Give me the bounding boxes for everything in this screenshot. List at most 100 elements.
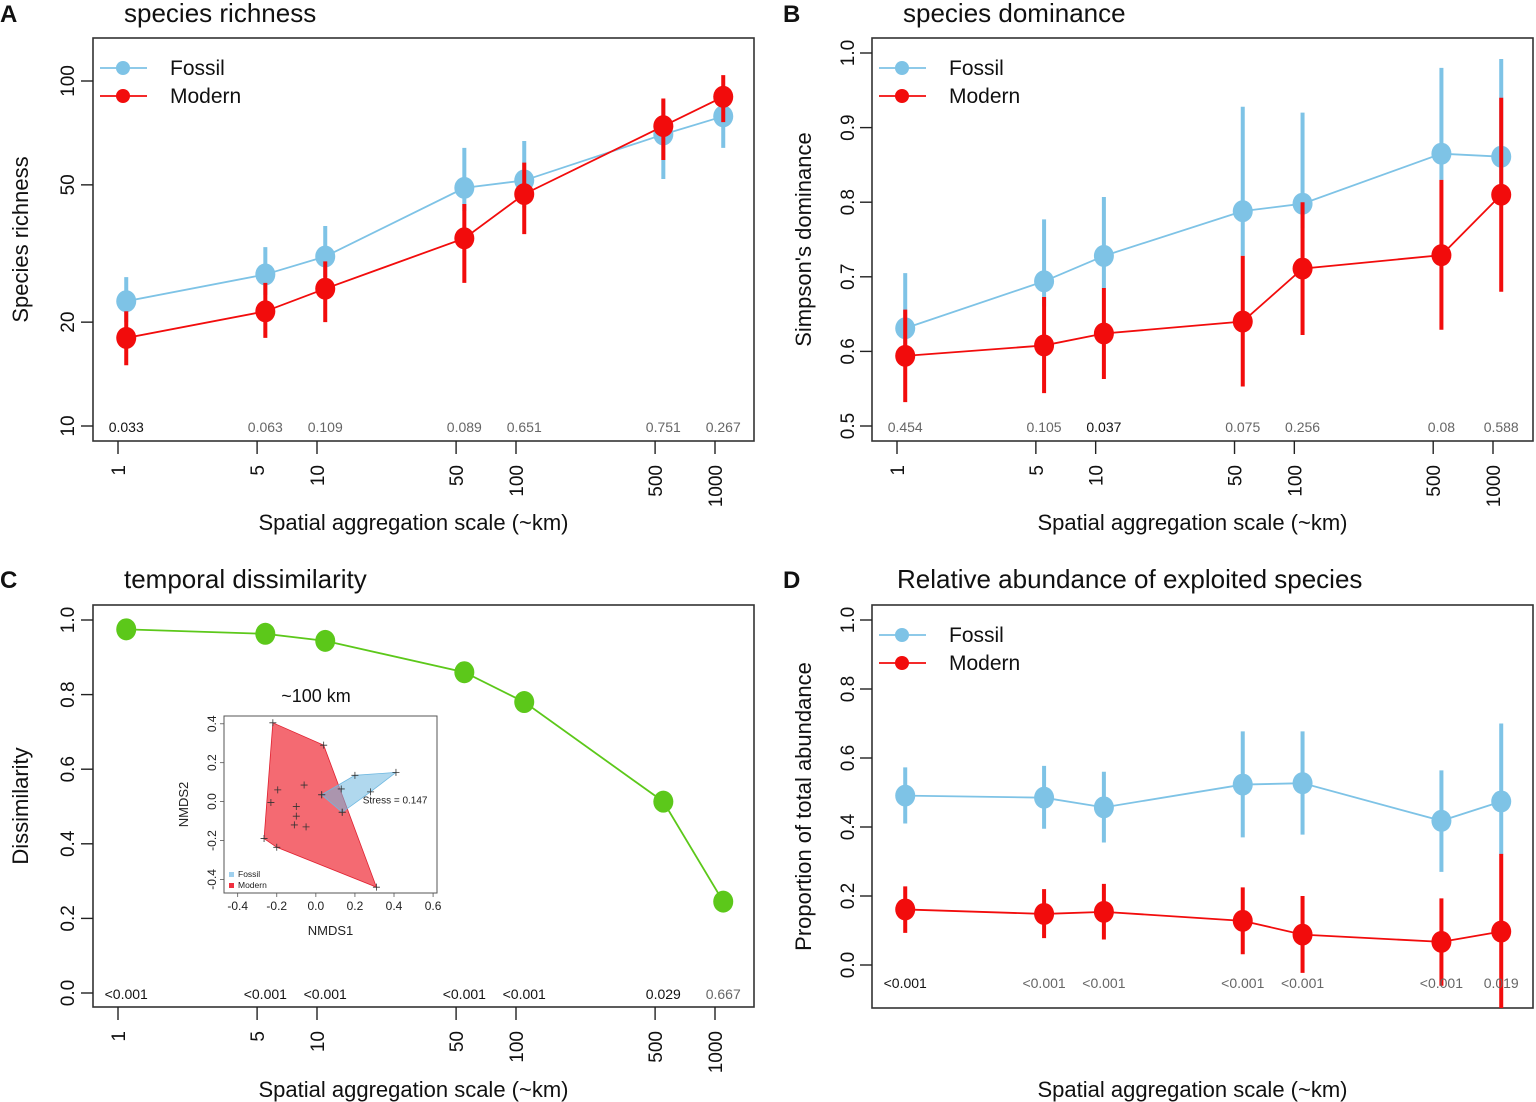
data-point xyxy=(255,263,276,286)
inset-legend-label: Fossil xyxy=(238,869,260,879)
legend-swatch-point xyxy=(895,628,909,642)
y-tick-label: 0.2 xyxy=(58,905,79,931)
x-tick-label: 1000 xyxy=(706,465,727,507)
inset-x-label: NMDS1 xyxy=(308,923,354,938)
y-tick-label: 0.8 xyxy=(838,189,859,215)
series-modern xyxy=(116,75,734,366)
legend-swatch-point xyxy=(895,656,909,670)
data-point xyxy=(1232,909,1253,932)
p-value-label: 0.029 xyxy=(646,986,681,1002)
legend: Fossil Modern xyxy=(879,57,1020,108)
p-value-label: <0.001 xyxy=(443,986,486,1002)
y-tick-label: 0.0 xyxy=(58,980,79,1006)
y-axis-label: Species richness xyxy=(8,156,33,322)
inset-x-tick-label: -0.2 xyxy=(266,899,287,913)
p-value-label: 0.109 xyxy=(308,419,343,435)
x-tick-label: 50 xyxy=(447,465,468,486)
y-tick-label: 1.0 xyxy=(58,607,79,633)
inset-legend-swatch xyxy=(229,883,234,888)
data-point xyxy=(116,618,137,641)
data-point xyxy=(255,300,276,323)
data-point xyxy=(255,622,276,645)
inset-y-label: NMDS2 xyxy=(176,782,191,828)
p-value-label: <0.001 xyxy=(244,986,287,1002)
y-tick-label: 10 xyxy=(58,415,79,436)
y-tick-label: 50 xyxy=(58,174,79,195)
data-point xyxy=(1431,244,1452,267)
data-point xyxy=(1034,270,1055,293)
data-point xyxy=(315,245,336,268)
y-axis-label: Dissimilarity xyxy=(8,747,33,864)
inset-point xyxy=(274,786,282,794)
p-value-label: 0.667 xyxy=(706,986,741,1002)
x-tick-label: 50 xyxy=(1226,465,1247,486)
x-tick-label: 10 xyxy=(1087,465,1108,486)
x-tick-label: 100 xyxy=(507,465,528,497)
inset-point xyxy=(290,821,298,829)
inset-point xyxy=(269,719,277,727)
p-value-label: 0.037 xyxy=(1086,419,1121,435)
plot-frame xyxy=(871,37,1534,442)
p-value-label: 0.089 xyxy=(447,419,482,435)
plot-area xyxy=(895,58,1512,403)
data-point xyxy=(1034,786,1055,809)
data-point xyxy=(1093,796,1114,819)
inset-x-tick-label: 0.0 xyxy=(308,899,325,913)
inset-legend-swatch xyxy=(229,872,234,877)
inset-nmds: Stress = 0.147 -0.4 -0.2 0.0 0.2 0.4 0.6 -0.4 -0… xyxy=(176,715,442,938)
data-point xyxy=(1093,322,1114,345)
series-fossil xyxy=(895,723,1512,872)
p-value-label: 0.08 xyxy=(1428,419,1455,435)
plot-area xyxy=(895,723,1512,1008)
y-tick-label: 100 xyxy=(58,65,79,97)
x-tick-label: 1000 xyxy=(706,1031,727,1073)
stress-label: Stress = 0.147 xyxy=(363,796,428,807)
y-tick-label: 0.6 xyxy=(838,338,859,364)
data-point xyxy=(1232,310,1253,333)
inset-point xyxy=(302,823,310,831)
data-point xyxy=(1034,902,1055,925)
inset-point xyxy=(292,812,300,820)
legend-label: Fossil xyxy=(170,57,225,80)
legend: Fossil Modern xyxy=(100,57,241,108)
plot-frame xyxy=(92,604,755,1008)
inset-point xyxy=(267,799,275,807)
p-value-label: <0.001 xyxy=(503,986,546,1002)
x-axis-label: Spatial aggregation scale (~km) xyxy=(259,1077,569,1102)
data-point xyxy=(1491,790,1512,813)
p-value-label: 0.751 xyxy=(646,419,681,435)
inset-y-tick-label: 0.2 xyxy=(205,754,219,771)
data-point xyxy=(116,326,137,349)
y-tick-label: 0.6 xyxy=(58,756,79,782)
panel-letter: B xyxy=(783,1,800,28)
chart-title: Relative abundance of exploited species xyxy=(897,564,1362,594)
p-value-label: 0.267 xyxy=(706,419,741,435)
y-axis-label: Simpson's dominance xyxy=(791,132,816,347)
legend-label: Modern xyxy=(949,652,1020,675)
plot-frame xyxy=(92,37,755,442)
plot-frame xyxy=(871,604,1534,1009)
y-tick-label: 0.4 xyxy=(838,813,859,840)
data-point xyxy=(1232,200,1253,223)
x-tick-label: 10 xyxy=(308,1031,329,1052)
inset-y-tick-label: 0.4 xyxy=(205,715,219,732)
y-tick-label: 0.9 xyxy=(838,114,859,140)
data-point xyxy=(454,227,475,250)
inset-point xyxy=(338,808,346,816)
x-tick-label: 1 xyxy=(109,1031,130,1042)
legend-label: Fossil xyxy=(949,624,1004,647)
panel-d: D Relative abundance of exploited species… xyxy=(783,564,1534,1102)
legend-swatch-point xyxy=(116,61,130,75)
p-value-label: <0.001 xyxy=(304,986,347,1002)
chart-title: temporal dissimilarity xyxy=(124,564,367,594)
x-tick-label: 1000 xyxy=(1484,465,1505,507)
data-point xyxy=(1093,900,1114,923)
x-tick-label: 500 xyxy=(1424,465,1445,497)
plot-area xyxy=(116,618,734,913)
series-line xyxy=(905,782,1502,822)
series-line xyxy=(905,194,1502,357)
data-point xyxy=(454,661,475,684)
